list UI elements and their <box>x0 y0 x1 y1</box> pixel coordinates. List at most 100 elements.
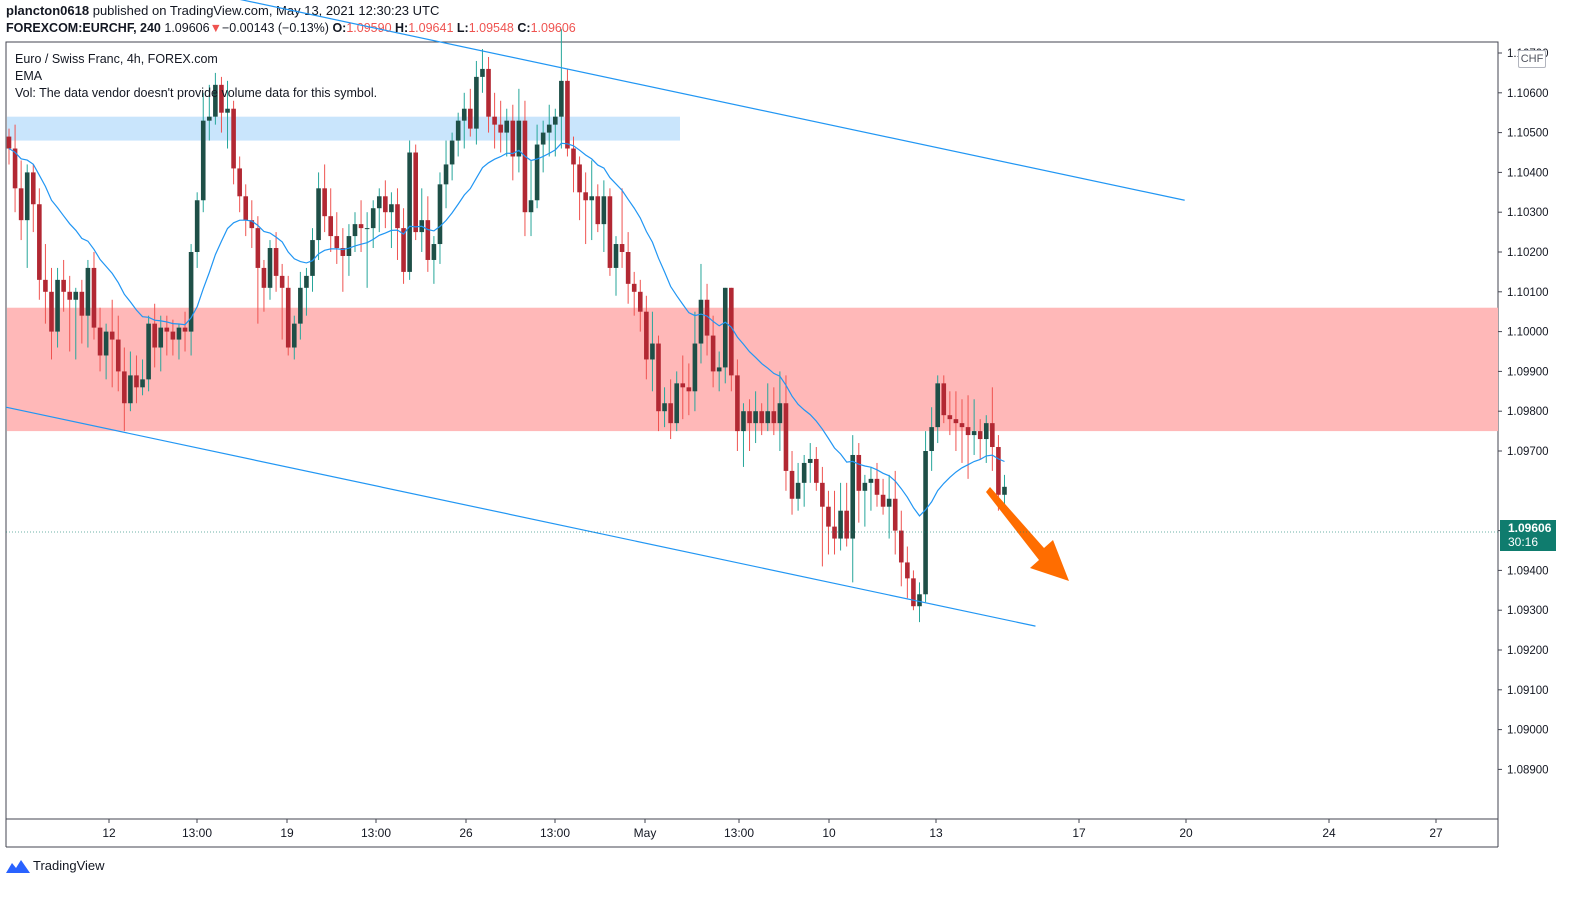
candle-body <box>868 478 874 483</box>
candle-body <box>304 275 309 288</box>
candle-body <box>923 451 928 595</box>
candle-body <box>911 578 916 607</box>
candle-body <box>905 562 910 579</box>
candle <box>6 128 12 165</box>
candle-body <box>759 411 764 424</box>
candle-body <box>722 287 728 368</box>
candle-body <box>747 411 752 424</box>
candle-body <box>37 204 42 280</box>
candle <box>492 92 497 149</box>
low-label: L: <box>456 21 469 35</box>
candle <box>285 275 291 356</box>
candle-body <box>346 236 352 256</box>
time-tick-label: 26 <box>459 826 473 840</box>
candle <box>838 482 843 551</box>
price-tick-label: 1.09800 <box>1507 406 1549 418</box>
candle-body <box>188 252 194 332</box>
chart-title: Euro / Swiss Franc, 4h, FOREX.com <box>15 52 218 66</box>
candle-body <box>24 172 30 221</box>
candle <box>474 60 479 145</box>
candle-body <box>935 383 941 428</box>
candle <box>425 196 431 272</box>
candle-body <box>455 120 461 141</box>
candle-body <box>965 427 971 436</box>
candle <box>176 323 182 360</box>
candle-body <box>929 427 934 451</box>
candle-body <box>298 287 303 324</box>
candle <box>862 474 868 527</box>
price-tick-label: 1.09200 <box>1507 645 1549 657</box>
candle-body <box>334 236 340 249</box>
candle-body <box>856 454 862 491</box>
candle <box>923 431 928 603</box>
candle <box>128 351 133 412</box>
publisher-name[interactable]: plancton0618 <box>6 3 90 18</box>
candle <box>443 140 449 209</box>
candle <box>437 172 443 264</box>
candle <box>546 104 552 157</box>
price-tick-label: 1.09900 <box>1507 366 1549 378</box>
price-tick-label: 1.09700 <box>1507 446 1549 458</box>
candle-body <box>449 140 455 165</box>
candle-body <box>637 291 643 312</box>
candle-body <box>370 208 376 229</box>
currency-button[interactable]: CHF <box>1518 50 1546 68</box>
candle-body <box>401 228 406 272</box>
candle <box>461 92 467 149</box>
candle <box>619 188 625 268</box>
candle-body <box>619 244 625 252</box>
low-value: 1.09548 <box>468 21 514 35</box>
candle <box>650 311 655 392</box>
candle <box>735 359 740 451</box>
candle-body <box>625 252 631 284</box>
candle <box>795 462 801 511</box>
candle-body <box>49 291 54 332</box>
candle <box>316 172 321 260</box>
channel-upper-line <box>239 0 1185 201</box>
candle-body <box>850 454 856 539</box>
price-change: −0.00143 (−0.13%) <box>221 21 329 35</box>
price-tick-label: 1.10500 <box>1507 128 1549 140</box>
candle-body <box>947 415 953 420</box>
candle-body <box>85 267 91 316</box>
candle <box>79 279 85 344</box>
time-tick-label: 24 <box>1322 826 1336 840</box>
candle-body <box>182 327 188 332</box>
candle-body <box>892 498 898 531</box>
candle-body <box>231 108 236 169</box>
candle <box>431 236 437 284</box>
candle-body <box>698 299 704 344</box>
candle <box>710 315 716 388</box>
candle <box>953 391 959 451</box>
candle <box>631 271 637 316</box>
time-tick-label: May <box>634 826 657 840</box>
down-arrow-icon: ▼ <box>209 21 222 35</box>
candle <box>577 156 582 221</box>
candle <box>158 315 164 372</box>
candle-body <box>801 462 807 483</box>
candle-body <box>571 148 576 165</box>
candle-body <box>200 120 206 201</box>
candle-body <box>565 80 570 149</box>
candle-body <box>886 498 892 507</box>
candle-body <box>753 411 758 424</box>
time-tick-label: 20 <box>1179 826 1193 840</box>
price-axis: 1.08900 1.09000 1.09100 1.09200 1.09300 1.094… <box>1498 48 1549 776</box>
candle-body <box>874 478 880 495</box>
price-tick-label: 1.08900 <box>1507 764 1549 776</box>
supply-zone <box>7 307 1498 432</box>
candle-body <box>680 383 686 388</box>
candle-body <box>140 379 145 388</box>
candle-body <box>844 510 849 539</box>
tradingview-brand[interactable]: TradingView <box>6 857 105 875</box>
ema-legend[interactable]: EMA <box>15 69 43 83</box>
candle-body <box>528 200 534 213</box>
candle-body <box>146 323 151 380</box>
candle <box>334 212 340 264</box>
candle <box>468 88 473 137</box>
candle-body <box>996 447 1001 495</box>
candle <box>231 100 236 185</box>
candle-body <box>959 423 965 428</box>
candle <box>449 132 455 181</box>
